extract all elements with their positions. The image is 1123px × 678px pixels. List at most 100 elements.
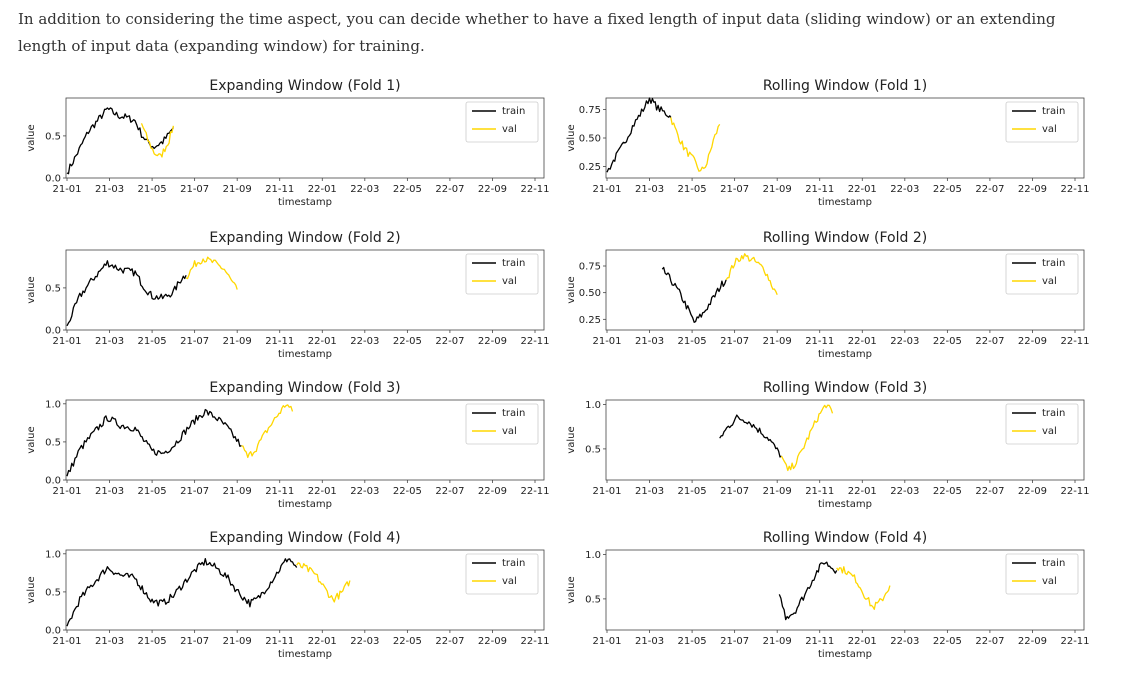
x-tick-label: 21-09 bbox=[223, 336, 252, 347]
y-axis-label: value bbox=[26, 276, 37, 303]
x-tick-label: 21-11 bbox=[805, 636, 834, 647]
x-tick-label: 21-03 bbox=[95, 184, 124, 195]
series-line-train bbox=[719, 414, 782, 458]
y-tick-label: 1.0 bbox=[45, 549, 61, 560]
y-tick-label: 0.50 bbox=[579, 288, 601, 299]
legend-box bbox=[465, 553, 539, 595]
x-tick-label: 22-03 bbox=[350, 636, 379, 647]
x-tick-label: 22-09 bbox=[1018, 636, 1047, 647]
x-tick-label: 21-07 bbox=[720, 636, 749, 647]
legend-label-val: val bbox=[1042, 124, 1057, 135]
x-tick-label: 22-05 bbox=[933, 336, 962, 347]
y-axis-label: value bbox=[566, 576, 577, 603]
series-line-val bbox=[836, 566, 891, 610]
x-tick-label: 21-05 bbox=[678, 486, 707, 497]
x-axis-label: timestamp bbox=[278, 197, 332, 208]
y-axis-label: value bbox=[26, 124, 37, 151]
series-line-val bbox=[296, 562, 351, 603]
legend-label-train: train bbox=[502, 258, 525, 269]
x-tick-label: 22-09 bbox=[478, 184, 507, 195]
y-axis-label: value bbox=[26, 426, 37, 453]
legend-box bbox=[1005, 403, 1079, 445]
x-tick-label: 22-11 bbox=[1060, 184, 1089, 195]
legend-box bbox=[1005, 253, 1079, 295]
chart-title: Expanding Window (Fold 2) bbox=[209, 230, 400, 246]
x-tick-label: 21-03 bbox=[635, 336, 664, 347]
x-tick-label: 21-09 bbox=[763, 486, 792, 497]
x-tick-label: 22-03 bbox=[890, 486, 919, 497]
x-tick-label: 21-05 bbox=[138, 486, 167, 497]
y-tick-label: 0.0 bbox=[45, 476, 61, 487]
x-tick-label: 22-07 bbox=[975, 184, 1004, 195]
x-tick-label: 21-01 bbox=[52, 486, 81, 497]
x-tick-label: 22-03 bbox=[350, 336, 379, 347]
x-tick-label: 21-07 bbox=[180, 486, 209, 497]
x-tick-label: 22-09 bbox=[478, 486, 507, 497]
y-tick-label: 0.50 bbox=[579, 134, 601, 145]
legend-label-train: train bbox=[1042, 106, 1065, 117]
series-line-train bbox=[606, 97, 672, 173]
x-tick-label: 22-01 bbox=[848, 184, 877, 195]
legend-label-val: val bbox=[502, 124, 517, 135]
x-tick-label: 21-05 bbox=[138, 336, 167, 347]
x-tick-label: 21-05 bbox=[678, 636, 707, 647]
x-tick-label: 21-09 bbox=[223, 184, 252, 195]
x-tick-label: 21-07 bbox=[720, 336, 749, 347]
x-tick-label: 22-05 bbox=[393, 636, 422, 647]
series-line-train bbox=[66, 557, 298, 627]
x-tick-label: 22-09 bbox=[478, 636, 507, 647]
legend-label-val: val bbox=[1042, 426, 1057, 437]
series-line-val bbox=[185, 256, 238, 290]
x-tick-label: 21-11 bbox=[265, 486, 294, 497]
chart-title: Expanding Window (Fold 4) bbox=[209, 530, 400, 546]
x-tick-label: 22-07 bbox=[435, 336, 464, 347]
x-tick-label: 22-11 bbox=[1060, 486, 1089, 497]
series-line-val bbox=[725, 253, 778, 296]
x-tick-label: 21-09 bbox=[763, 636, 792, 647]
x-tick-label: 22-03 bbox=[350, 486, 379, 497]
x-tick-label: 21-01 bbox=[592, 184, 621, 195]
x-tick-label: 22-01 bbox=[308, 486, 337, 497]
x-axis-label: timestamp bbox=[818, 499, 872, 510]
x-tick-label: 22-01 bbox=[308, 636, 337, 647]
y-tick-label: 0.5 bbox=[585, 444, 601, 455]
x-tick-label: 22-05 bbox=[393, 486, 422, 497]
x-tick-label: 21-11 bbox=[805, 486, 834, 497]
chart-panel-8: Rolling Window (Fold 4) 21-01 21-03 21-05 21… bbox=[566, 530, 1090, 660]
x-axis-label: timestamp bbox=[818, 649, 872, 660]
series-line-train bbox=[778, 561, 838, 621]
x-tick-label: 21-11 bbox=[265, 336, 294, 347]
x-tick-label: 21-03 bbox=[95, 636, 124, 647]
series-line-train bbox=[66, 408, 242, 477]
plot-frame bbox=[605, 399, 1085, 481]
x-tick-label: 21-05 bbox=[138, 636, 167, 647]
x-axis-label: timestamp bbox=[278, 499, 332, 510]
y-tick-label: 0.5 bbox=[585, 594, 601, 605]
x-tick-label: 22-03 bbox=[350, 184, 379, 195]
x-tick-label: 22-05 bbox=[933, 636, 962, 647]
x-tick-label: 21-03 bbox=[95, 486, 124, 497]
legend-label-val: val bbox=[502, 426, 517, 437]
chart-title: Rolling Window (Fold 1) bbox=[763, 78, 927, 94]
series-line-train bbox=[66, 107, 174, 175]
x-tick-label: 22-11 bbox=[520, 184, 549, 195]
x-axis-label: timestamp bbox=[278, 349, 332, 360]
x-tick-label: 21-09 bbox=[223, 636, 252, 647]
plot-frame bbox=[65, 399, 545, 481]
y-axis-label: value bbox=[566, 124, 577, 151]
x-tick-label: 21-03 bbox=[635, 636, 664, 647]
legend-box bbox=[465, 403, 539, 445]
x-tick-label: 22-05 bbox=[933, 184, 962, 195]
y-tick-label: 1.0 bbox=[585, 550, 601, 561]
x-tick-label: 21-07 bbox=[720, 184, 749, 195]
legend-box bbox=[1005, 101, 1079, 143]
y-tick-label: 1.0 bbox=[585, 400, 601, 411]
x-tick-label: 22-11 bbox=[520, 336, 549, 347]
x-tick-label: 22-11 bbox=[520, 636, 549, 647]
plot-frame bbox=[605, 549, 1085, 631]
x-tick-label: 21-11 bbox=[265, 184, 294, 195]
x-axis-label: timestamp bbox=[818, 197, 872, 208]
legend-label-train: train bbox=[502, 558, 525, 569]
x-tick-label: 21-11 bbox=[805, 184, 834, 195]
x-tick-label: 22-07 bbox=[435, 486, 464, 497]
